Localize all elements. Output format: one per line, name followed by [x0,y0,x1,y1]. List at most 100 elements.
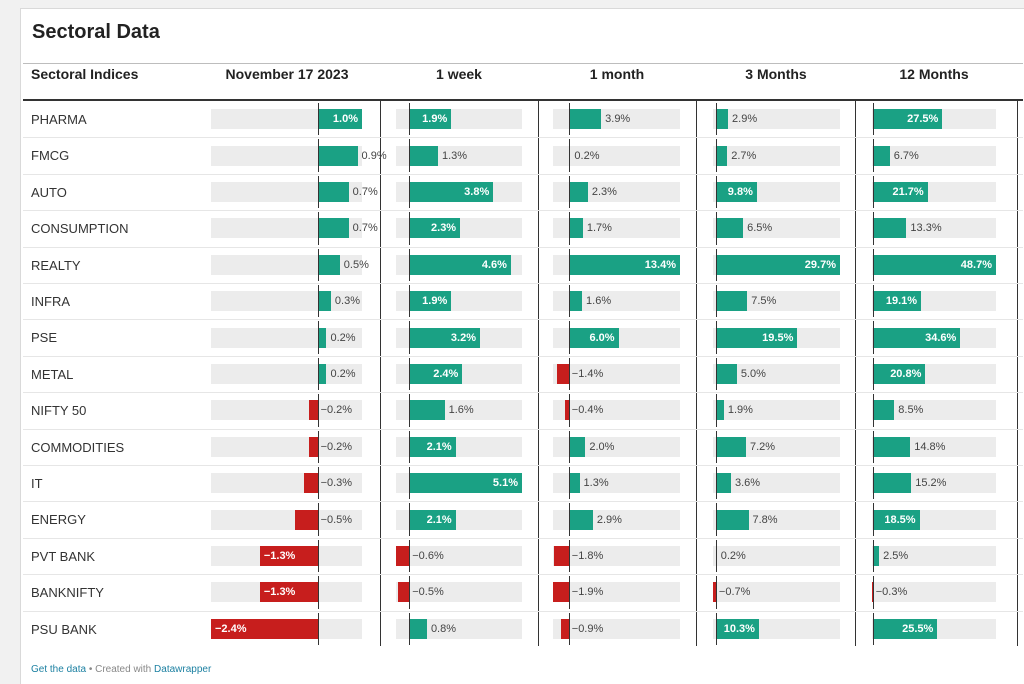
value-label: 1.3% [583,477,609,490]
zero-line [569,139,570,172]
bar [317,364,327,384]
bar [715,509,749,530]
zero-line [409,285,410,318]
zero-line [409,612,410,645]
value-label: 1.7% [586,222,612,235]
row-label-psu-bank: PSU BANK [31,621,97,637]
bar [409,473,522,494]
zero-line [873,612,874,645]
bar [565,400,569,421]
value-label: 3.8% [464,186,490,198]
row-separator [23,574,1023,576]
value-label: 0.5% [343,258,369,271]
value-label: 1.9% [727,404,753,417]
value-label: 1.6% [448,404,474,417]
bar-track [211,400,362,421]
value-label: −0.3% [320,477,353,490]
zero-line [716,612,717,645]
bar-track [211,473,362,494]
value-label: 0.2% [330,368,356,380]
zero-line [873,321,874,354]
value-label: 13.4% [644,258,676,271]
zero-line [409,394,410,427]
bar-track [713,400,840,421]
value-label: 0.8% [430,622,457,635]
bar-track [872,582,996,603]
bar [872,145,890,166]
value-label: −1.4% [571,368,604,380]
bar [568,291,583,312]
row-label-banknifty: BANKNIFTY [31,585,104,601]
row-label-realty: REALTY [31,257,81,273]
value-label: 1.9% [422,295,448,308]
bar-track [713,109,840,130]
value-label: 6.5% [747,222,773,235]
bar [259,546,318,566]
bar-track [713,582,840,603]
bar-track [713,218,840,239]
zero-line [409,467,410,500]
row-header: Sectoral Indices [31,66,139,82]
column-header-5: 12 Months [899,66,969,82]
bar-track [713,364,840,384]
zero-line [873,357,874,391]
zero-line [409,576,410,609]
bar [713,582,716,603]
column-header-1: November 17 2023 [225,66,349,82]
bar [568,254,680,275]
row-label-fmcg: FMCG [31,148,70,164]
value-label: −1.3% [263,586,296,599]
value-label: 1.3% [442,149,468,162]
value-label: 3.9% [605,113,631,126]
bar [715,364,737,384]
bar [872,291,922,312]
bar [872,618,938,639]
zero-line [409,248,410,281]
bar-track [872,145,996,166]
bar [872,546,880,566]
row-separator [23,501,1023,503]
value-label: 7.5% [751,295,777,308]
value-label: 6.7% [893,149,919,162]
value-label: −0.6% [412,550,444,562]
zero-line [318,285,319,318]
row-separator [23,137,1023,139]
value-label: 1.0% [332,113,358,126]
zero-line [873,175,874,209]
value-label: −0.4% [571,404,604,417]
get-data-link[interactable]: Get the data [31,664,87,675]
bar-track [396,618,522,639]
zero-line [569,285,570,318]
bar [317,291,331,312]
bar-track [553,145,680,166]
row-separator [23,537,1023,539]
value-label: 25.5% [902,622,934,635]
zero-line [569,212,570,245]
zero-line [318,539,319,573]
value-label: 27.5% [907,113,939,126]
bar-track [553,618,680,639]
value-label: 3.6% [734,477,761,490]
value-label: 19.5% [762,331,794,344]
value-label: 7.2% [750,440,776,453]
value-label: 21.7% [892,186,924,198]
value-label: 4.6% [481,258,507,271]
zero-line [318,248,319,281]
bar [553,582,569,603]
bar [317,218,349,239]
zero-line [569,467,570,500]
bar [568,436,586,457]
datawrapper-link[interactable]: Datawrapper [154,664,212,675]
bar [409,400,445,421]
zero-line [873,576,874,609]
value-label: −0.5% [320,513,353,526]
bar [396,546,410,566]
value-label: 0.2% [330,331,356,344]
bar-track [872,546,996,566]
value-label: 2.1% [426,440,452,453]
bar [872,473,912,494]
row-label-pharma: PHARMA [31,112,87,127]
value-label: 2.9% [732,113,758,126]
bar [317,254,340,275]
bar [568,182,588,202]
